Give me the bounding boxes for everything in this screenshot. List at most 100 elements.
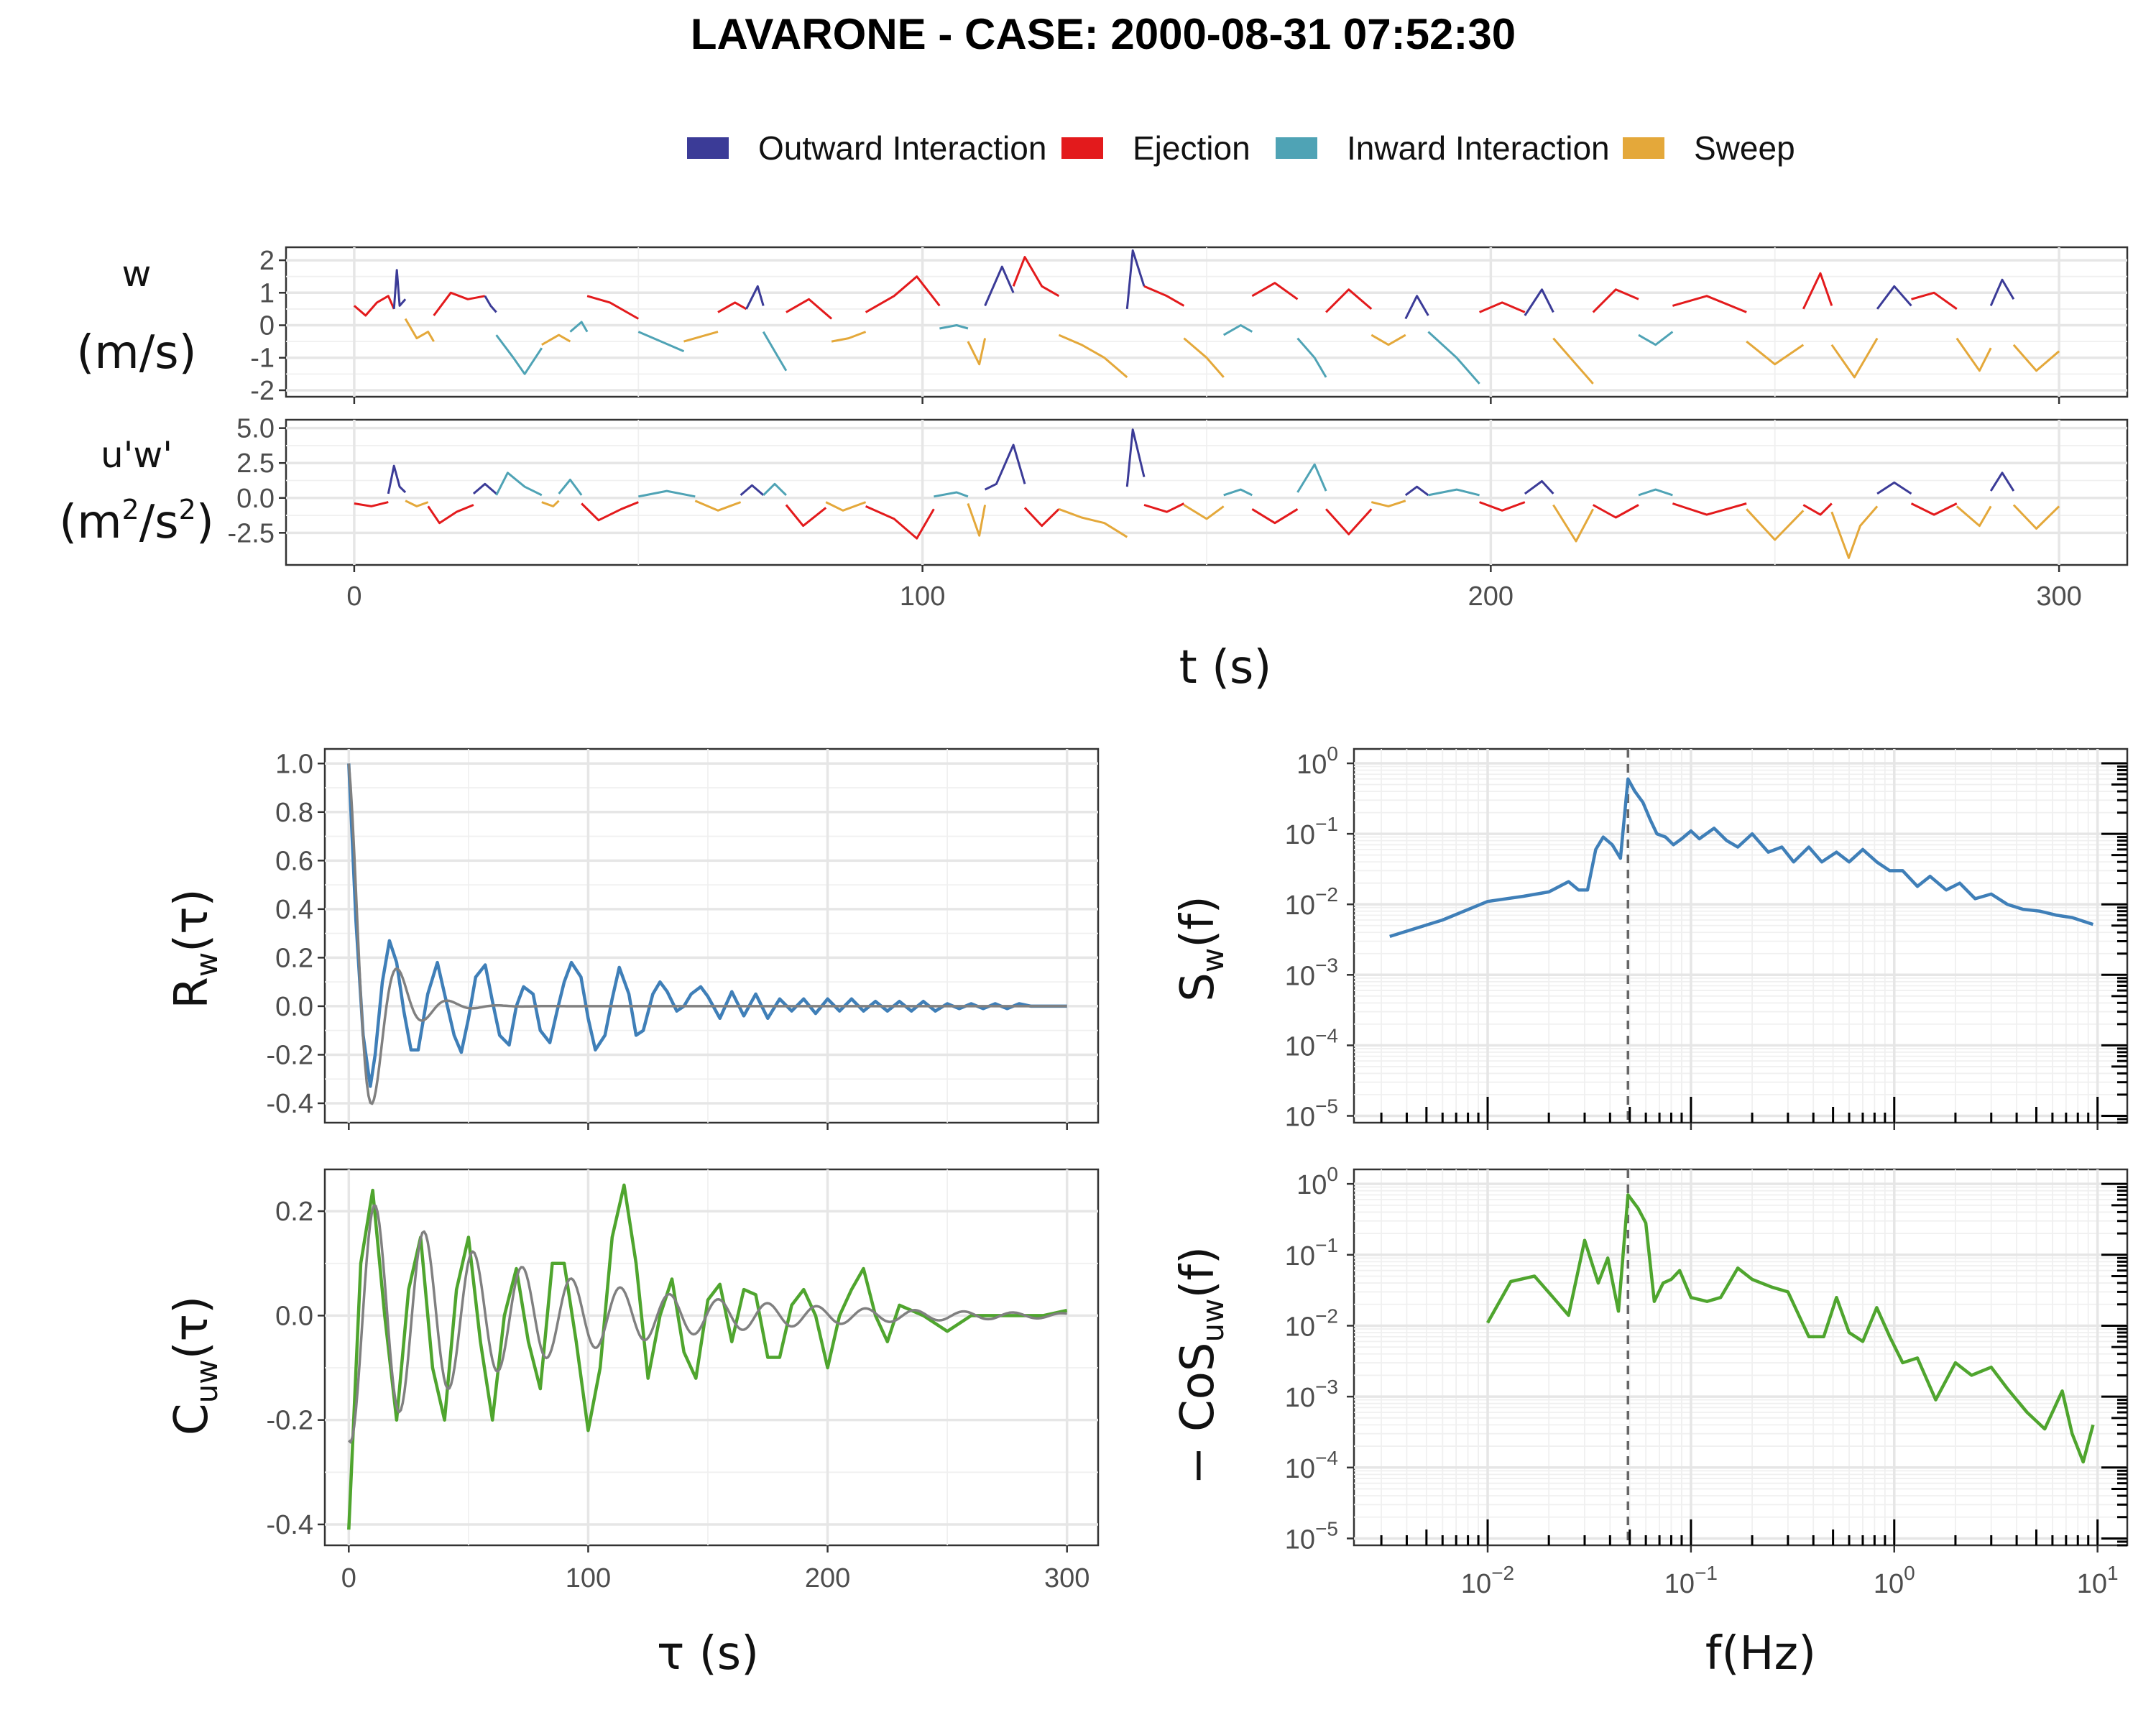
uw-unit-label: (m2/s2) <box>59 494 214 549</box>
series-segment-ejection <box>1023 507 1060 528</box>
x-tick-label: 0 <box>341 1563 356 1593</box>
y-tick-label: 10−4 <box>1285 1024 1338 1062</box>
x-tick-label: 10−1 <box>1664 1562 1718 1599</box>
uw-label: u'w' <box>101 434 172 476</box>
series-segment-outward-interaction <box>1876 285 1912 310</box>
panel-uw-timeseries: 5.0 2.5 0.0 -2.5 0 100 200 300 <box>228 414 2129 612</box>
series-segment-inward-interaction <box>939 324 969 330</box>
series-segment-inward-interaction <box>762 331 788 372</box>
legend-key-sweep <box>1623 137 1664 159</box>
series-segment-inward-interaction <box>495 472 543 497</box>
series-segment-outward-interaction <box>472 482 497 495</box>
x-tick-label: 200 <box>805 1563 850 1593</box>
series-segment-outward-interaction <box>740 484 765 497</box>
panel-rw-autocorrelation: 1.0 0.8 0.6 0.4 0.2 0.0 -0.2 -0.4 <box>267 748 1100 1130</box>
x-tick-label: 100 <box>900 581 945 612</box>
legend-key-ejection <box>1061 137 1103 159</box>
y-tick-label: 10−5 <box>1285 1095 1338 1132</box>
series-segment-sweep <box>1058 507 1128 538</box>
series-segment-ejection <box>1479 301 1526 313</box>
series-line <box>1486 1193 2095 1464</box>
y-tick-label: 10−3 <box>1285 1376 1338 1413</box>
panel-frame <box>323 748 1100 1124</box>
y-tick-label: 100 <box>1296 742 1338 780</box>
y-tick-label: -0.2 <box>267 1040 313 1070</box>
cuw-axis-title: Cuw(τ) <box>165 1296 224 1435</box>
series-segment-sweep <box>405 500 429 507</box>
x-tick-label: 100 <box>1874 1562 1915 1599</box>
rw-axis-title: Rw(τ) <box>165 888 224 1008</box>
legend-label-inward-interaction: Inward Interaction <box>1347 129 1610 167</box>
series-segment-sweep <box>1955 505 1992 528</box>
series-segment-ejection <box>1672 502 1747 516</box>
y-tick-label: 2.5 <box>236 448 275 479</box>
series-segment-ejection <box>353 295 395 317</box>
y-tick-label: 10−1 <box>1285 1234 1338 1271</box>
y-tick-label: 0.0 <box>275 1301 313 1331</box>
series-segment-outward-interaction <box>1876 481 1912 495</box>
panel-sw-spectrum: 100 10−1 10−2 10−3 10−4 10−5 <box>1285 742 2129 1132</box>
y-tick-label: 100 <box>1296 1163 1338 1200</box>
x-tick-label: 0 <box>346 581 361 612</box>
x-tick-label: 200 <box>1468 581 1514 612</box>
series-segment-inward-interaction <box>569 321 589 333</box>
series-segment-outward-interaction <box>392 269 407 310</box>
series-segment-ejection <box>717 301 747 313</box>
x-tick-label: 300 <box>2036 581 2081 612</box>
series-segment-ejection <box>1910 502 1958 516</box>
series-segment-ejection <box>354 501 389 507</box>
series-segment-ejection <box>427 504 474 525</box>
series-segment-ejection <box>1672 295 1747 313</box>
y-tick-label: -0.4 <box>267 1510 313 1540</box>
y-tick-label: 0.2 <box>275 943 313 973</box>
legend-key-inward-interaction <box>1276 137 1317 159</box>
w-label: w <box>122 253 152 295</box>
series-segment-outward-interaction <box>1125 428 1146 487</box>
series-segment-inward-interaction <box>1296 463 1327 493</box>
series-segment-sweep <box>1746 340 1805 366</box>
series-segment-ejection <box>1012 256 1060 298</box>
y-tick-label: 2 <box>259 246 275 276</box>
series-segment-sweep <box>1370 500 1406 507</box>
sw-axis-title: Sw(f) <box>1171 896 1230 1001</box>
series-segment-sweep <box>1370 334 1406 346</box>
series-segment-sweep <box>694 500 742 512</box>
series-segment-inward-interaction <box>1638 488 1673 497</box>
series-segment-inward-interaction <box>1638 331 1674 346</box>
series-line-data <box>347 763 1067 1088</box>
series-segment-sweep <box>1183 504 1225 520</box>
series-segment-sweep <box>1058 334 1128 379</box>
x-tick-label: 101 <box>2077 1562 2119 1599</box>
series-segment-ejection <box>1592 504 1639 519</box>
series-segment-sweep <box>967 503 987 537</box>
series-segment-outward-interaction <box>1524 288 1554 316</box>
series-segment-sweep <box>831 331 867 343</box>
series-segment-sweep <box>2012 344 2060 372</box>
y-tick-label: -0.4 <box>267 1089 313 1119</box>
series-segment-outward-interaction <box>387 464 407 494</box>
series-segment-ejection <box>1143 502 1185 513</box>
y-tick-label: 10−4 <box>1285 1447 1338 1484</box>
y-tick-label: 1 <box>259 278 275 308</box>
series-segment-inward-interaction <box>495 334 543 375</box>
legend-label-sweep: Sweep <box>1694 129 1795 167</box>
series-segment-inward-interaction <box>1222 324 1253 336</box>
x-tick-label: 300 <box>1044 1563 1089 1593</box>
series-segment-ejection <box>786 298 833 320</box>
legend: Outward Interaction Ejection Inward Inte… <box>687 129 1795 167</box>
series-segment-ejection <box>865 275 941 313</box>
series-segment-sweep <box>1830 505 1879 559</box>
series-line-model <box>347 763 1067 1105</box>
tau-axis-title: τ (s) <box>657 1627 759 1680</box>
legend-key-outward-interaction <box>687 137 729 159</box>
series-segment-outward-interaction <box>1404 295 1429 320</box>
y-tick-label: -2.5 <box>228 518 275 548</box>
x-tick-label: 100 <box>566 1563 611 1593</box>
series-segment-ejection <box>1911 291 1958 310</box>
series-segment-outward-interaction <box>484 295 497 313</box>
y-tick-label: 5.0 <box>236 414 275 444</box>
series-segment-ejection <box>1802 272 1833 310</box>
y-tick-label: 0.8 <box>275 798 313 828</box>
y-tick-label: -1 <box>250 344 275 374</box>
